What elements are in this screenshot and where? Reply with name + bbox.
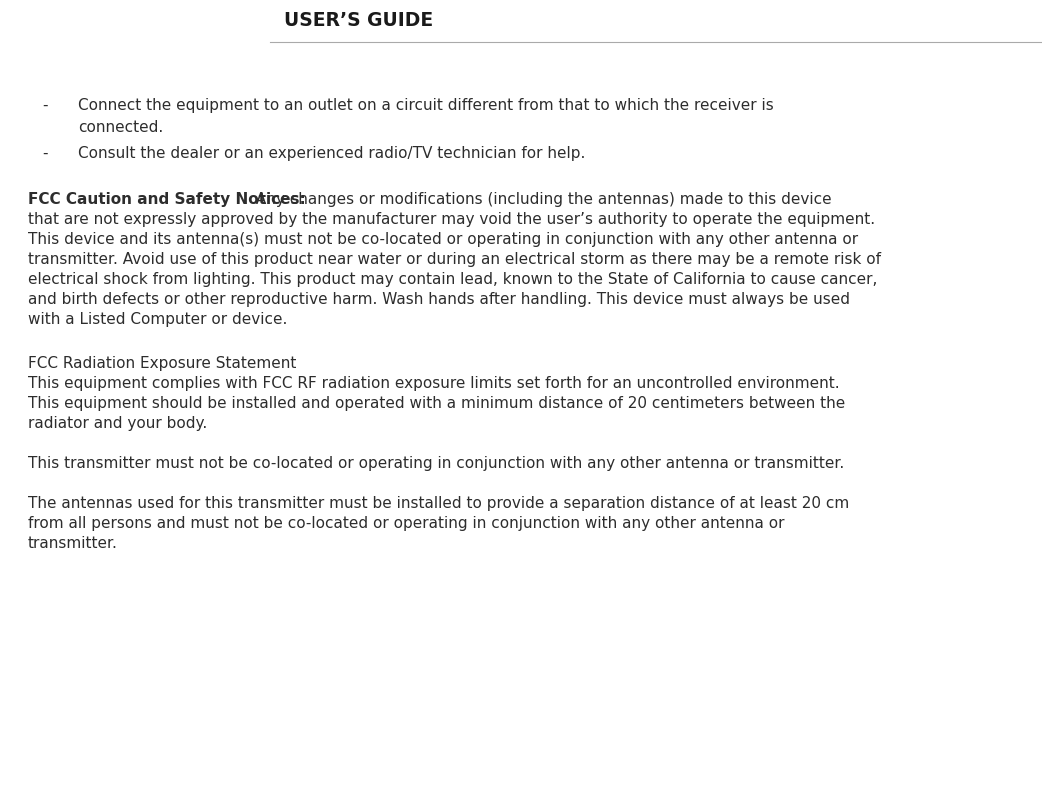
Text: FCC Caution and Safety Notices:: FCC Caution and Safety Notices: [28,192,305,207]
Text: This transmitter must not be co-located or operating in conjunction with any oth: This transmitter must not be co-located … [28,456,844,471]
Text: 78: 78 [996,756,1019,774]
Text: Any changes or modifications (including the antennas) made to this device: Any changes or modifications (including … [251,192,832,207]
Text: Connect the equipment to an outlet on a circuit different from that to which the: Connect the equipment to an outlet on a … [78,98,774,113]
Text: electrical shock from lighting. This product may contain lead, known to the Stat: electrical shock from lighting. This pro… [28,272,877,287]
Text: radiator and your body.: radiator and your body. [28,416,207,431]
Text: This device and its antenna(s) must not be co-located or operating in conjunctio: This device and its antenna(s) must not … [28,232,859,247]
Text: This equipment complies with FCC RF radiation exposure limits set forth for an u: This equipment complies with FCC RF radi… [28,376,840,391]
Text: connected.: connected. [78,120,164,135]
Text: from all persons and must not be co-located or operating in conjunction with any: from all persons and must not be co-loca… [28,516,785,531]
Text: transmitter. Avoid use of this product near water or during an electrical storm : transmitter. Avoid use of this product n… [28,252,880,267]
Text: FCC Radiation Exposure Statement: FCC Radiation Exposure Statement [28,356,296,371]
Text: USER’S GUIDE: USER’S GUIDE [284,12,433,31]
Text: transmitter.: transmitter. [28,536,118,551]
Text: -: - [42,146,48,161]
Text: -: - [42,98,48,113]
Text: REA20: REA20 [101,12,169,31]
Text: Consult the dealer or an experienced radio/TV technician for help.: Consult the dealer or an experienced rad… [78,146,586,161]
Text: This equipment should be installed and operated with a minimum distance of 20 ce: This equipment should be installed and o… [28,396,845,411]
Text: and birth defects or other reproductive harm. Wash hands after handling. This de: and birth defects or other reproductive … [28,292,850,307]
Text: that are not expressly approved by the manufacturer may void the user’s authorit: that are not expressly approved by the m… [28,212,875,227]
Text: with a Listed Computer or device.: with a Listed Computer or device. [28,312,288,327]
Text: The antennas used for this transmitter must be installed to provide a separation: The antennas used for this transmitter m… [28,496,849,511]
